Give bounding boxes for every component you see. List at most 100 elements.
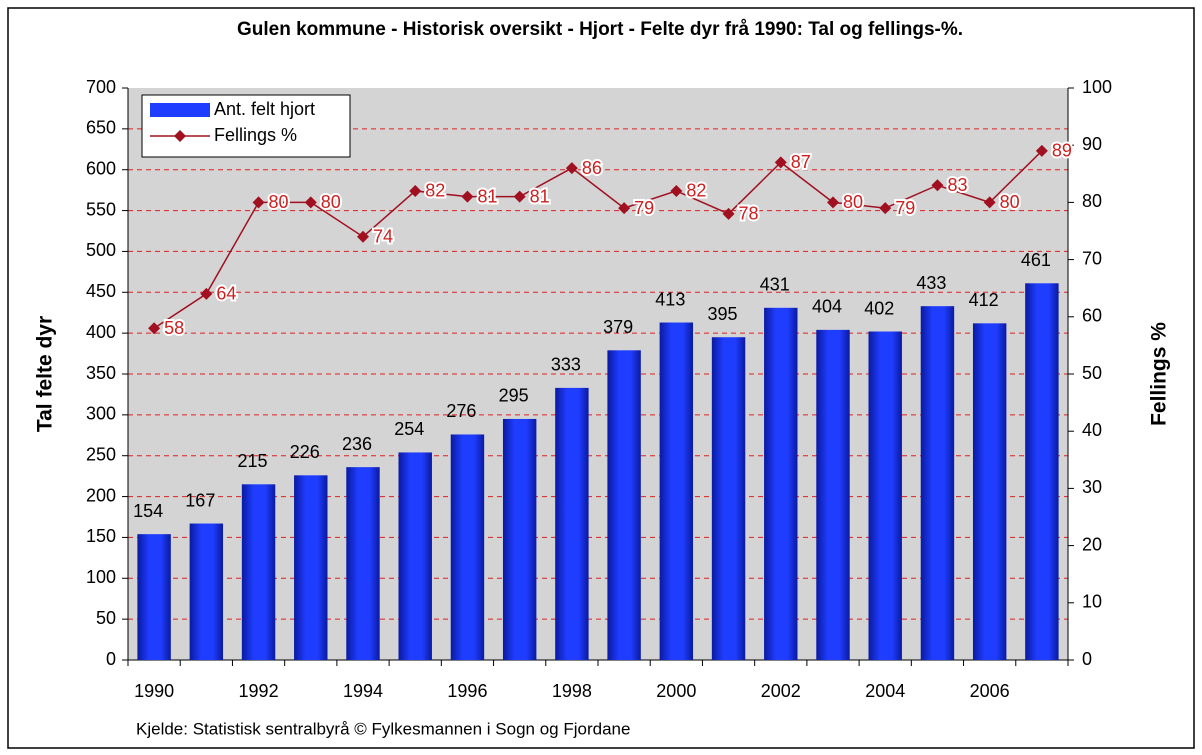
legend-label: Ant. felt hjort xyxy=(214,99,315,119)
line-value-label: 80 xyxy=(269,192,289,212)
y2-tick-label: 70 xyxy=(1082,248,1102,268)
legend-marker xyxy=(174,130,186,142)
line-value-label: 74 xyxy=(373,226,393,246)
y2-tick-label: 60 xyxy=(1082,306,1102,326)
chart-title: Gulen kommune - Historisk oversikt - Hjo… xyxy=(237,19,963,40)
bar xyxy=(398,452,432,660)
line-marker xyxy=(461,190,474,203)
x-tick-label: 2006 xyxy=(970,681,1010,701)
line-value-label: 83 xyxy=(947,175,967,195)
line-marker xyxy=(774,156,787,169)
bar xyxy=(294,475,328,660)
line-marker xyxy=(513,190,526,203)
line-value-label: 82 xyxy=(425,181,445,201)
y-tick-label: 600 xyxy=(86,158,116,178)
x-tick-label: 2002 xyxy=(761,681,801,701)
bar xyxy=(555,387,589,660)
bar-value-label: 379 xyxy=(603,317,633,337)
bar-value-label: 402 xyxy=(864,298,894,318)
legend-swatch xyxy=(150,103,210,117)
line-value-label: 80 xyxy=(1000,192,1020,212)
bar-value-label: 333 xyxy=(551,355,581,375)
y-tick-label: 100 xyxy=(86,567,116,587)
y2-axis-title: Fellings % xyxy=(1148,322,1171,426)
y-tick-label: 450 xyxy=(86,281,116,301)
bar-value-label: 413 xyxy=(655,289,685,309)
y-axis-title: Tal felte dyr xyxy=(34,316,57,432)
line-value-label: 87 xyxy=(791,152,811,172)
y-tick-label: 650 xyxy=(86,118,116,138)
bar xyxy=(868,331,902,660)
bar xyxy=(920,306,955,660)
line-marker xyxy=(357,230,369,243)
bar-value-label: 167 xyxy=(185,490,215,510)
y-tick-label: 550 xyxy=(86,199,116,219)
line-value-label: 58 xyxy=(164,318,184,338)
y-tick-label: 400 xyxy=(86,322,116,342)
bar xyxy=(502,418,537,660)
line-value-label: 78 xyxy=(739,204,759,224)
bar xyxy=(607,350,641,660)
bar xyxy=(241,484,276,660)
line-value-label: 81 xyxy=(477,186,497,206)
x-tick-label: 1990 xyxy=(134,681,174,701)
y2-tick-label: 0 xyxy=(1082,649,1092,669)
bar-value-label: 236 xyxy=(342,434,372,454)
x-tick-label: 1996 xyxy=(447,681,487,701)
y2-tick-label: 40 xyxy=(1082,420,1102,440)
y2-tick-label: 90 xyxy=(1082,134,1102,154)
x-tick-label: 1994 xyxy=(343,681,383,701)
y-tick-label: 700 xyxy=(86,77,116,97)
y-tick-label: 300 xyxy=(86,404,116,424)
x-tick-label: 1998 xyxy=(552,681,592,701)
y-tick-label: 200 xyxy=(86,485,116,505)
line-value-label: 79 xyxy=(634,198,654,218)
x-tick-label: 2000 xyxy=(656,681,696,701)
line-marker xyxy=(827,196,839,209)
source-note: Kjelde: Statistisk sentralbyrå © Fylkesm… xyxy=(136,719,630,738)
line-value-label: 89 xyxy=(1052,141,1072,161)
line-value-label: 79 xyxy=(895,198,915,218)
bar xyxy=(816,329,850,660)
bar xyxy=(972,323,1007,660)
line-value-label: 64 xyxy=(216,284,236,304)
bar-value-label: 431 xyxy=(760,275,790,295)
bar xyxy=(711,337,746,660)
line-marker xyxy=(879,202,892,215)
line-value-label: 80 xyxy=(843,192,863,212)
bar-value-label: 215 xyxy=(238,451,268,471)
bar xyxy=(346,467,380,660)
line-marker xyxy=(409,184,422,197)
line-marker xyxy=(983,196,996,209)
bar xyxy=(659,322,694,660)
bar-value-label: 276 xyxy=(446,401,476,421)
bar-value-label: 461 xyxy=(1021,250,1051,270)
bar-value-label: 412 xyxy=(969,290,999,310)
line-marker xyxy=(252,196,265,209)
y2-tick-label: 50 xyxy=(1082,363,1102,383)
line-marker xyxy=(148,322,161,335)
y-tick-label: 350 xyxy=(86,363,116,383)
line-marker xyxy=(722,207,735,220)
bar xyxy=(137,534,171,660)
bar xyxy=(189,523,224,660)
x-tick-label: 2004 xyxy=(865,681,905,701)
bar-value-label: 254 xyxy=(394,419,424,439)
bar xyxy=(764,307,798,660)
bar xyxy=(1025,283,1059,660)
y-tick-label: 0 xyxy=(106,649,116,669)
line-marker xyxy=(304,196,317,209)
bar-value-label: 154 xyxy=(133,501,163,521)
bar-value-label: 404 xyxy=(812,297,842,317)
bar-value-label: 395 xyxy=(708,304,738,324)
bar-value-label: 295 xyxy=(499,386,529,406)
y-tick-label: 250 xyxy=(86,444,116,464)
y2-tick-label: 80 xyxy=(1082,191,1102,211)
x-tick-label: 1992 xyxy=(239,681,279,701)
legend-label: Fellings % xyxy=(214,125,297,145)
line-value-label: 81 xyxy=(530,186,550,206)
y2-tick-label: 30 xyxy=(1082,477,1102,497)
line-marker xyxy=(565,162,578,175)
y-tick-label: 500 xyxy=(86,240,116,260)
